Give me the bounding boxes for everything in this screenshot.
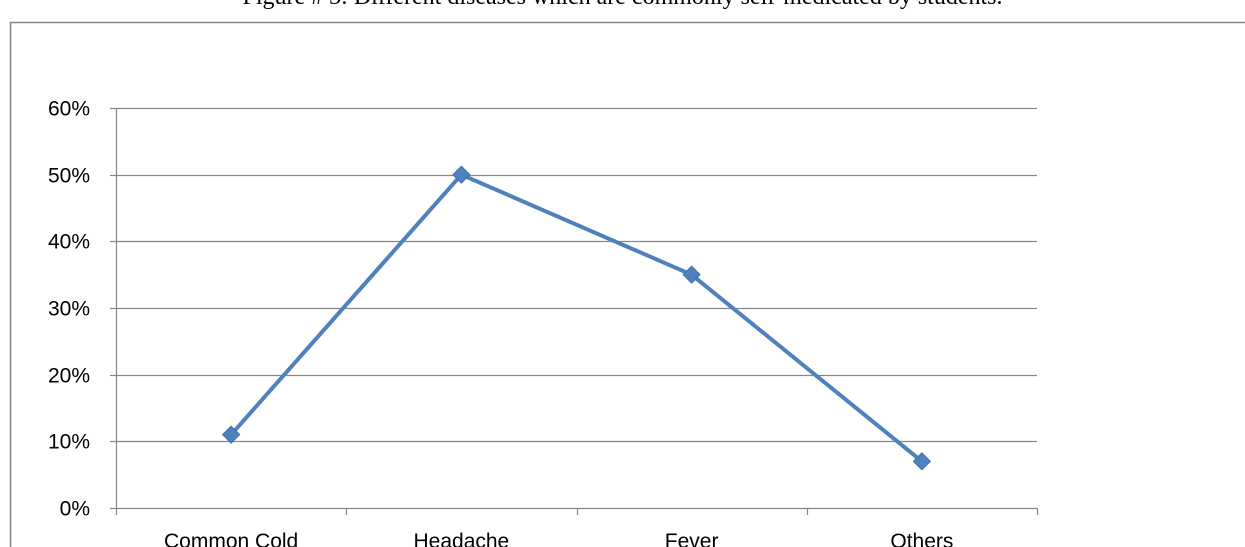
y-tick-label: 30% (48, 298, 90, 321)
gridlines (116, 107, 1037, 443)
data-point-marker (912, 452, 932, 471)
x-tick-label: Common Cold (164, 530, 298, 547)
axes (110, 107, 1039, 515)
y-tick-label: 20% (48, 365, 90, 388)
series-line (229, 172, 924, 463)
data-point-marker (452, 165, 471, 184)
tick-labels: 0% 10% 20% 30% 40% 50% 60% Common Cold Headache F… (48, 98, 953, 547)
data-point-marker (221, 425, 241, 444)
x-tick-label: Headache (414, 530, 510, 547)
y-tick-label: 40% (48, 231, 90, 254)
y-tick-label: 60% (48, 98, 90, 121)
y-tick-label: 0% (60, 498, 90, 521)
x-tick-label: Fever (665, 530, 719, 547)
series (221, 165, 932, 471)
y-tick-label: 50% (48, 165, 90, 188)
data-point-marker (682, 265, 701, 284)
figure-caption: Figure # 3: Different diseases which are… (0, 0, 1245, 11)
x-tick-label: Others (890, 530, 953, 547)
y-tick-label: 10% (48, 431, 90, 454)
